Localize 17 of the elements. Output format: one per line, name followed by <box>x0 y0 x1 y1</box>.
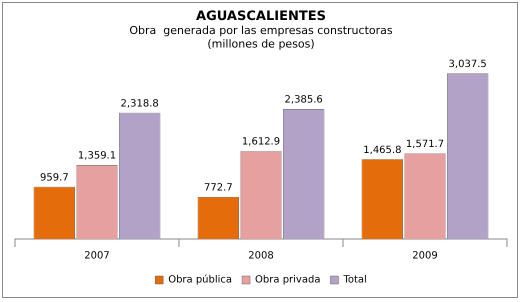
data-label: 3,037.5 <box>448 59 487 70</box>
legend-label: Obra privada <box>255 274 320 286</box>
x-tick-label: 2009 <box>412 250 438 262</box>
x-tick-label: 2008 <box>248 250 274 262</box>
legend-label: Total <box>342 274 367 286</box>
x-tick-label: 2007 <box>84 250 110 262</box>
data-label: 959.7 <box>40 172 69 184</box>
data-label: 1,359.1 <box>78 150 116 162</box>
data-label: 1,571.7 <box>406 138 444 150</box>
data-label: 2,385.6 <box>284 94 323 106</box>
chart-subtitle: Obra generada por las empresas constructoras (millones de pesos) <box>129 24 393 50</box>
data-label: 1,612.9 <box>242 136 280 148</box>
data-label: 772.7 <box>204 182 233 194</box>
legend-label: Obra pública <box>168 274 232 286</box>
data-label: 2,318.8 <box>120 98 159 110</box>
data-label: 1,465.8 <box>363 144 402 156</box>
chart-title: AGUASCALIENTES <box>196 9 326 24</box>
